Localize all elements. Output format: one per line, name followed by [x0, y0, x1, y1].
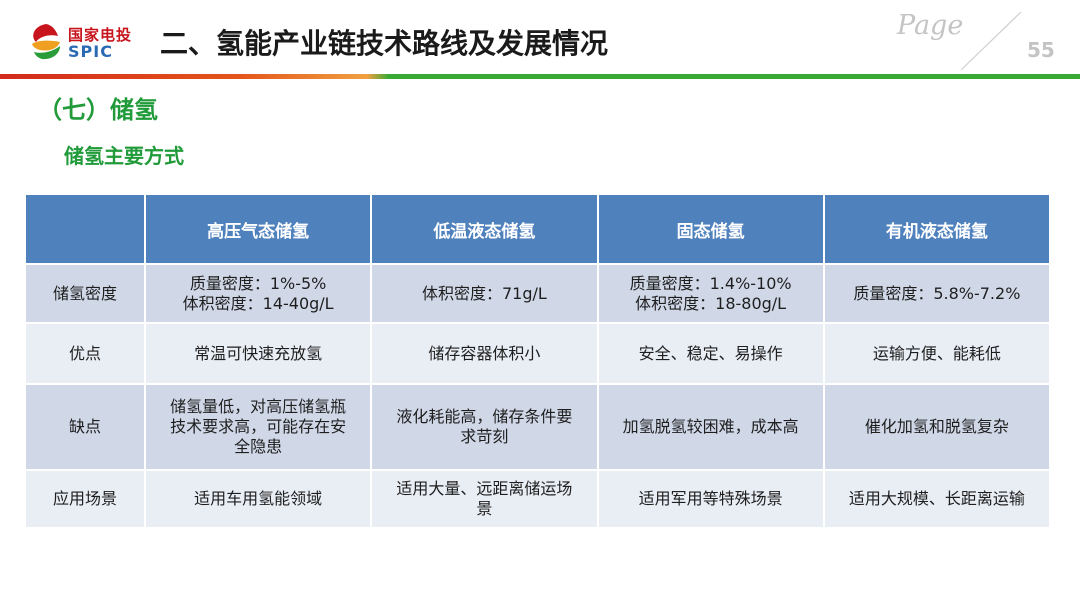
table-row: 应用场景 适用车用氢能领域 适用大量、远距离储运场 景 适用军用等特殊场景 适用… — [26, 471, 1049, 527]
table-header-row: 高压气态储氢 低温液态储氢 固态储氢 有机液态储氢 — [26, 195, 1049, 263]
row-label: 储氢密度 — [26, 265, 144, 322]
cell-line: 适用大规模、长距离运输 — [848, 489, 1025, 508]
logo-en-text: SPIC — [68, 42, 113, 61]
table-cell: 适用军用等特殊场景 — [598, 471, 823, 527]
table-cell: 质量密度：5.8%-7.2% — [824, 265, 1049, 322]
header-cell-organic-liquid: 有机液态储氢 — [824, 195, 1049, 263]
header-divider — [0, 74, 1080, 79]
cell-line: 安全、稳定、易操作 — [638, 343, 783, 363]
cell-line: 质量密度：5.8%-7.2% — [853, 283, 1021, 303]
header-cell-solid-state: 固态储氢 — [598, 195, 823, 263]
cell-line: 景 — [476, 499, 493, 518]
table-cell: 质量密度：1%-5% 体积密度：14-40g/L — [146, 265, 371, 322]
table-cell: 储氢量低，对高压储氢瓶 技术要求高，可能存在安 全隐患 — [146, 385, 371, 469]
page-label: Page — [897, 10, 964, 41]
cell-line: 质量密度：1%-5% — [189, 273, 327, 293]
cell-line: 体积密度：18-80g/L — [635, 293, 787, 313]
table-row: 储氢密度 质量密度：1%-5% 体积密度：14-40g/L 体积密度：71g/L… — [26, 265, 1049, 322]
header-cell-empty — [26, 195, 144, 263]
cell-line: 储氢量低，对高压储氢瓶 — [170, 397, 347, 416]
row-label: 缺点 — [26, 385, 144, 469]
cell-line: 技术要求高，可能存在安 — [170, 417, 347, 436]
section-subtitle: 储氢主要方式 — [64, 144, 184, 168]
table-row: 优点 常温可快速充放氢 储存容器体积小 安全、稳定、易操作 运输方便、能耗低 — [26, 324, 1049, 383]
cell-line: 运输方便、能耗低 — [872, 343, 1001, 363]
cell-line: 全隐患 — [234, 437, 283, 456]
spic-logo: 国家电投 SPIC — [28, 22, 148, 64]
cell-line: 储存容器体积小 — [428, 343, 541, 363]
cell-line: 体积密度：71g/L — [421, 283, 547, 303]
table-cell: 适用大量、远距离储运场 景 — [372, 471, 597, 527]
page-title: 二、氢能产业链技术路线及发展情况 — [160, 27, 609, 60]
table-cell: 适用大规模、长距离运输 — [824, 471, 1049, 527]
table-cell: 常温可快速充放氢 — [146, 324, 371, 383]
cell-line: 加氢脱氢较困难，成本高 — [622, 417, 799, 436]
table-cell: 催化加氢和脱氢复杂 — [824, 385, 1049, 469]
table-cell: 适用车用氢能领域 — [146, 471, 371, 527]
section-title: （七）储氢 — [38, 96, 158, 124]
cell-line: 适用军用等特殊场景 — [638, 489, 783, 508]
table-cell: 液化耗能高，储存条件要 求苛刻 — [372, 385, 597, 469]
cell-line: 常温可快速充放氢 — [194, 343, 323, 363]
cell-line: 求苛刻 — [460, 427, 509, 446]
logo-cn-text: 国家电投 — [68, 26, 133, 44]
divider-slash-icon — [960, 11, 1022, 71]
cell-line: 体积密度：14-40g/L — [182, 293, 334, 313]
cell-line: 适用大量、远距离储运场 — [396, 479, 573, 498]
hydrogen-storage-table: 高压气态储氢 低温液态储氢 固态储氢 有机液态储氢 储氢密度 质量密度：1%-5… — [24, 193, 1051, 529]
table-cell: 质量密度：1.4%-10% 体积密度：18-80g/L — [598, 265, 823, 322]
table-cell: 安全、稳定、易操作 — [598, 324, 823, 383]
table-cell: 运输方便、能耗低 — [824, 324, 1049, 383]
table-cell: 储存容器体积小 — [372, 324, 597, 383]
table-cell: 加氢脱氢较困难，成本高 — [598, 385, 823, 469]
cell-line: 催化加氢和脱氢复杂 — [864, 417, 1009, 436]
row-label: 优点 — [26, 324, 144, 383]
page-number: 55 — [1027, 38, 1055, 62]
table-cell: 体积密度：71g/L — [372, 265, 597, 322]
cell-line: 质量密度：1.4%-10% — [629, 273, 792, 293]
header-cell-high-pressure-gas: 高压气态储氢 — [146, 195, 371, 263]
cell-line: 液化耗能高，储存条件要 — [396, 407, 573, 426]
cell-line: 适用车用氢能领域 — [194, 489, 323, 508]
spic-logo-icon — [32, 24, 60, 60]
table-row: 缺点 储氢量低，对高压储氢瓶 技术要求高，可能存在安 全隐患 液化耗能高，储存条… — [26, 385, 1049, 469]
header-cell-low-temp-liquid: 低温液态储氢 — [372, 195, 597, 263]
row-label: 应用场景 — [26, 471, 144, 527]
